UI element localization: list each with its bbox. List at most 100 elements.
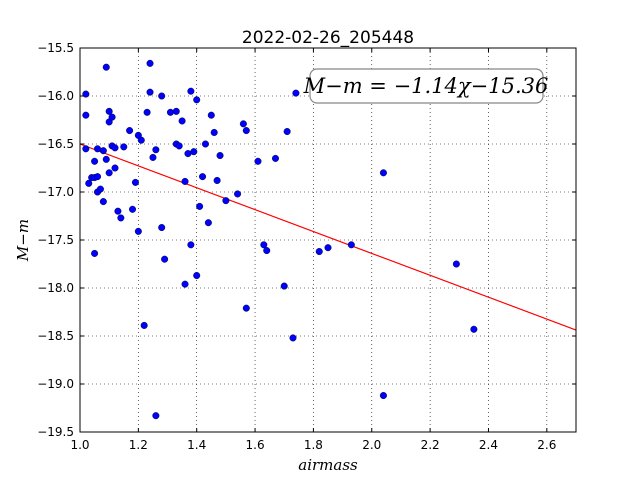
data-point (102, 63, 110, 71)
data-point (283, 128, 291, 136)
data-point (120, 143, 128, 151)
data-point (82, 90, 90, 98)
data-point (263, 247, 271, 255)
data-point (292, 89, 300, 97)
data-point (82, 111, 90, 119)
data-point (94, 145, 102, 153)
y-tick-label: −19.5 (37, 425, 74, 439)
data-point (114, 207, 122, 215)
data-point (379, 169, 387, 177)
data-point (99, 147, 107, 155)
y-axis-label: M−m (14, 219, 32, 262)
x-tick-label: 2.6 (537, 438, 556, 452)
data-point (181, 177, 189, 185)
data-point (94, 173, 102, 181)
data-point (161, 255, 169, 263)
data-point (181, 280, 189, 288)
data-point (149, 153, 157, 161)
fit-annotation-text: M−m = −1.14χ−15.36 (303, 74, 549, 98)
data-point (193, 96, 201, 104)
data-point (193, 272, 201, 280)
data-point (134, 227, 142, 235)
data-point (207, 111, 215, 119)
fit-layer (79, 143, 577, 331)
tick-labels: 1.0 1.2 1.4 1.6 1.8 2.0 2.2 2.4 2.6 −15.5 −16.0 −16… (37, 41, 556, 452)
data-point (85, 179, 93, 187)
data-point (178, 117, 186, 125)
data-point (315, 248, 323, 256)
data-point (242, 127, 250, 135)
data-point (102, 155, 110, 163)
data-point (242, 304, 250, 312)
y-tick-label: −16.5 (37, 137, 74, 151)
y-tick-label: −17.5 (37, 233, 74, 247)
data-point (289, 334, 297, 342)
x-tick-label: 2.4 (479, 438, 498, 452)
data-point (324, 244, 332, 252)
y-tick-label: −17.0 (37, 185, 74, 199)
data-point (347, 241, 355, 249)
data-point (201, 140, 209, 148)
data-point (143, 108, 151, 116)
y-tick-label: −16.0 (37, 89, 74, 103)
data-point (216, 152, 224, 160)
data-point (111, 164, 119, 172)
data-point (152, 412, 160, 420)
data-point (126, 127, 134, 135)
y-tick-label: −18.0 (37, 281, 74, 295)
fit-line (79, 143, 577, 331)
data-point (146, 88, 154, 96)
y-tick-label: −15.5 (37, 41, 74, 55)
x-tick-label: 2.2 (421, 438, 440, 452)
x-tick-label: 1.0 (70, 438, 89, 452)
data-point (379, 392, 387, 400)
data-point (108, 113, 116, 121)
data-point (129, 205, 137, 213)
data-point (234, 190, 242, 198)
x-tick-label: 1.4 (187, 438, 206, 452)
x-tick-label: 1.6 (246, 438, 265, 452)
data-point (152, 146, 160, 154)
x-axis-label: airmass (298, 456, 358, 474)
points-layer (82, 59, 478, 420)
data-point (99, 198, 107, 206)
ticks (79, 47, 576, 433)
data-point (260, 241, 268, 249)
data-point (239, 120, 247, 128)
x-tick-label: 2.0 (362, 438, 381, 452)
data-point (158, 92, 166, 100)
x-tick-label: 1.2 (129, 438, 148, 452)
data-point (280, 282, 288, 290)
data-point (196, 202, 204, 210)
data-point (199, 173, 207, 181)
data-point (187, 87, 195, 95)
data-point (172, 107, 180, 115)
data-point (158, 224, 166, 232)
data-point (91, 157, 99, 165)
data-point (204, 219, 212, 227)
data-point (175, 142, 183, 150)
data-point (146, 59, 154, 67)
fit-annotation-box (309, 68, 544, 104)
chart-title: 2022-02-26_205448 (242, 28, 414, 48)
data-point (190, 148, 198, 156)
data-point (82, 145, 90, 153)
data-point (213, 176, 221, 184)
y-tick-label: −19.0 (37, 377, 74, 391)
data-point (166, 108, 174, 116)
data-point (222, 197, 230, 205)
data-point (210, 128, 218, 136)
data-point (452, 260, 460, 268)
data-point (184, 150, 192, 158)
data-point (187, 241, 195, 249)
data-point (117, 214, 125, 222)
fit-annotation: M−m = −1.14χ−15.36 (303, 68, 549, 104)
data-point (131, 178, 139, 186)
x-tick-label: 1.8 (304, 438, 323, 452)
data-point (105, 169, 113, 177)
data-point (105, 107, 113, 115)
y-tick-label: −18.5 (37, 329, 74, 343)
data-point (111, 144, 119, 152)
